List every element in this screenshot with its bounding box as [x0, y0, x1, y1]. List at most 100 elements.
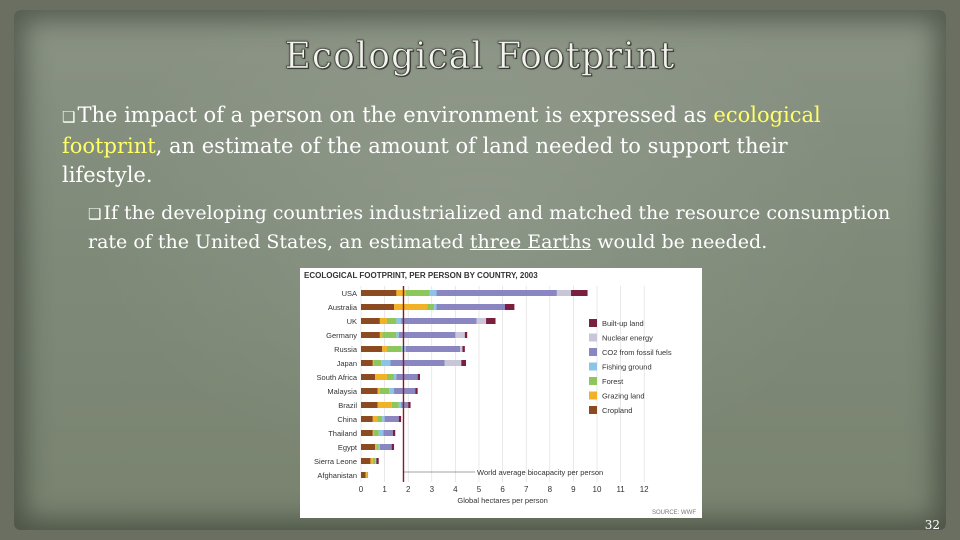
bullet-1: ❑The impact of a person on the environme…	[62, 101, 862, 190]
legend-label: CO2 from fossil fuels	[602, 348, 672, 357]
bar-segment	[376, 458, 379, 464]
bar-segment	[391, 402, 399, 408]
category-label: Afghanistan	[317, 471, 357, 480]
x-tick-label: 2	[406, 485, 411, 494]
bar-segment	[379, 318, 387, 324]
bar-segment	[361, 444, 376, 450]
bar-segment	[381, 360, 391, 366]
bar-segment	[372, 458, 376, 464]
x-tick-label: 1	[382, 485, 387, 494]
bar-segment	[434, 304, 437, 310]
bar-segment	[378, 444, 380, 450]
bar-segment	[382, 332, 397, 338]
bar-segment	[415, 388, 418, 394]
bar-segment	[377, 402, 392, 408]
bar-segment	[373, 360, 382, 366]
bar-segment	[396, 374, 418, 380]
x-tick-label: 7	[524, 485, 529, 494]
bar-segment	[361, 388, 378, 394]
bar-segment	[398, 332, 456, 338]
category-label: South Africa	[317, 373, 358, 382]
bar-segment	[386, 346, 402, 352]
bar-segment	[460, 346, 463, 352]
bullet-2-text-after: would be needed.	[591, 231, 768, 253]
bar-segment	[372, 360, 374, 366]
slide-title: Ecological Footprint	[284, 36, 676, 78]
page-number: 32	[924, 518, 940, 532]
bar-segment	[377, 416, 383, 422]
x-tick-label: 11	[616, 485, 625, 494]
category-label: Russia	[334, 345, 358, 354]
bar-segment	[398, 416, 402, 422]
x-tick-label: 6	[500, 485, 505, 494]
bar-segment	[401, 402, 409, 408]
bullet-2: ❑ If the developing countries industriali…	[88, 199, 898, 256]
bar-segment	[417, 374, 420, 380]
bar-segment	[571, 290, 588, 296]
bar-segment	[462, 346, 465, 352]
reference-line-label: World average biocapacity per person	[477, 468, 603, 477]
bar-segment	[365, 472, 367, 478]
bar-segment	[361, 304, 395, 310]
legend-swatch	[589, 333, 597, 342]
category-label: Malaysia	[327, 387, 357, 396]
bar-segment	[361, 458, 371, 464]
bar-segment	[392, 430, 396, 436]
bar-segment	[375, 458, 377, 464]
bar-segment	[394, 304, 428, 310]
x-tick-label: 8	[548, 485, 553, 494]
bar-segment	[361, 430, 373, 436]
x-tick-label: 3	[430, 485, 435, 494]
legend-swatch	[589, 362, 597, 371]
bar-segment	[396, 318, 402, 324]
bar-segment	[372, 430, 374, 436]
x-tick-label: 12	[640, 485, 649, 494]
category-label: China	[337, 415, 357, 424]
bar-segment	[394, 388, 416, 394]
bar-segment	[373, 430, 379, 436]
legend-label: Built-up land	[602, 319, 644, 328]
bar-segment	[405, 290, 430, 296]
x-tick-label: 9	[571, 485, 576, 494]
category-label: Australia	[328, 303, 358, 312]
bar-segment	[377, 388, 380, 394]
bullet-1-text-before: The impact of a person on the environmen…	[77, 103, 714, 127]
bar-segment	[386, 374, 395, 380]
bar-segment	[427, 304, 435, 310]
category-label: Brazil	[338, 401, 357, 410]
bar-segment	[361, 402, 378, 408]
legend-swatch	[589, 348, 597, 356]
bar-segment	[401, 318, 477, 324]
bar-segment	[476, 318, 487, 324]
bar-segment	[366, 472, 369, 478]
bar-segment	[372, 416, 378, 422]
bullet-2-underlined: three Earths	[469, 231, 592, 253]
bar-segment	[383, 430, 393, 436]
category-label: Germany	[326, 331, 357, 340]
chart-svg: ECOLOGICAL FOOTPRINT, PER PERSON BY COUN…	[304, 271, 696, 516]
bar-segment	[405, 346, 461, 352]
bar-segment	[361, 318, 380, 324]
x-tick-label: 0	[359, 485, 364, 494]
bar-segment	[361, 360, 373, 366]
bar-segment	[361, 290, 397, 296]
bar-segment	[429, 290, 437, 296]
bar-segment	[436, 304, 505, 310]
bar-segment	[361, 472, 366, 478]
bar-segment	[379, 388, 390, 394]
bar-segment	[382, 346, 387, 352]
legend-swatch	[589, 377, 597, 385]
bar-segment	[361, 332, 380, 338]
bar-segment	[376, 444, 379, 450]
bar-segment	[396, 290, 406, 296]
bar-segment	[361, 374, 376, 380]
bar-segment	[382, 416, 385, 422]
bar-segment	[461, 360, 467, 366]
bar-segment	[361, 346, 383, 352]
ecological-footprint-chart: ECOLOGICAL FOOTPRINT, PER PERSON BY COUN…	[300, 268, 702, 518]
bullet-1-highlight: ecological footprint	[62, 103, 821, 158]
bar-segment	[556, 290, 572, 296]
bar-segment	[504, 304, 515, 310]
legend-label: Fishing ground	[602, 363, 652, 372]
bar-segment	[444, 360, 462, 366]
